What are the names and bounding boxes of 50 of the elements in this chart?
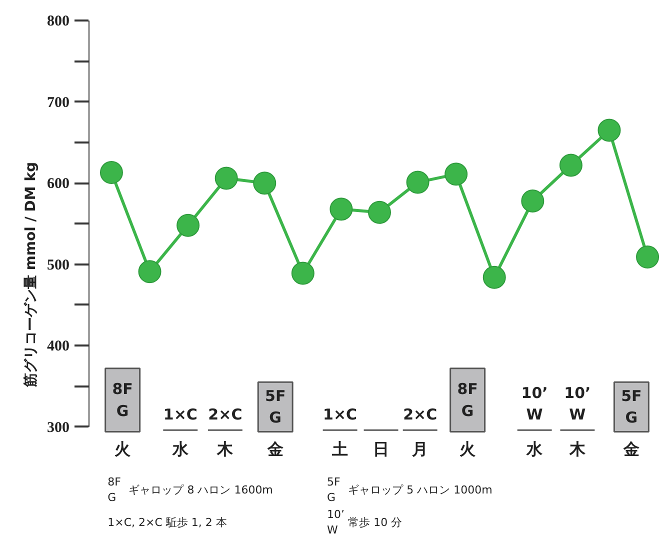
point bbox=[138, 260, 162, 284]
text: 月 bbox=[411, 440, 428, 459]
y-tick-label: 800 bbox=[47, 14, 70, 30]
text: ギャロップ 8 ハロン 1600m bbox=[128, 483, 273, 496]
text: 8F G bbox=[108, 475, 121, 504]
y-tick-label: 300 bbox=[47, 420, 70, 436]
annotation: 2×C bbox=[208, 406, 242, 424]
text: 木 bbox=[568, 440, 586, 459]
y-tick-label: 700 bbox=[47, 94, 70, 111]
point bbox=[100, 161, 123, 184]
point bbox=[291, 262, 314, 285]
text: 土 bbox=[331, 440, 348, 459]
point bbox=[636, 246, 660, 269]
y-tick-label: 400 bbox=[47, 338, 70, 355]
annotation: 10’ W bbox=[564, 384, 591, 424]
point bbox=[406, 170, 430, 194]
point bbox=[330, 198, 353, 221]
point bbox=[598, 118, 621, 142]
text: 木 bbox=[216, 440, 234, 459]
y-tick-label: 500 bbox=[47, 257, 70, 274]
text: 常歩 10 分 bbox=[348, 516, 402, 529]
point bbox=[214, 166, 238, 190]
annotation: 2×C bbox=[403, 406, 438, 424]
point bbox=[176, 214, 200, 237]
text: 火 bbox=[460, 440, 477, 459]
point bbox=[559, 154, 582, 177]
annotation: 8F G bbox=[457, 380, 478, 420]
annotation: 5F G bbox=[621, 387, 642, 427]
annotation: 10’ W bbox=[521, 384, 548, 424]
text: ギャロップ 5 ハロン 1000m bbox=[348, 483, 492, 496]
text: 5F G bbox=[327, 475, 340, 504]
text: 日 bbox=[373, 440, 390, 459]
annotation: 1×C bbox=[323, 406, 358, 424]
text: 水 bbox=[526, 440, 544, 459]
text: 火 bbox=[114, 440, 132, 459]
y-axis-title: 筋グリコーゲン量 mmol / DM kg bbox=[23, 162, 39, 388]
text: 1×C, 2×C 駈歩 1, 2 本 bbox=[108, 516, 227, 529]
text: 金 bbox=[266, 440, 284, 459]
text: 10’ W bbox=[327, 508, 345, 536]
point bbox=[253, 172, 276, 195]
point bbox=[368, 200, 391, 224]
annotation: 8F G bbox=[112, 380, 133, 420]
point bbox=[444, 162, 468, 186]
text: 金 bbox=[622, 440, 640, 459]
y-tick-label: 600 bbox=[47, 176, 70, 192]
point bbox=[482, 266, 506, 289]
annotation: 1×C bbox=[163, 406, 198, 424]
point bbox=[521, 190, 544, 212]
annotation: 5F G bbox=[265, 387, 286, 427]
text: 水 bbox=[171, 440, 190, 459]
